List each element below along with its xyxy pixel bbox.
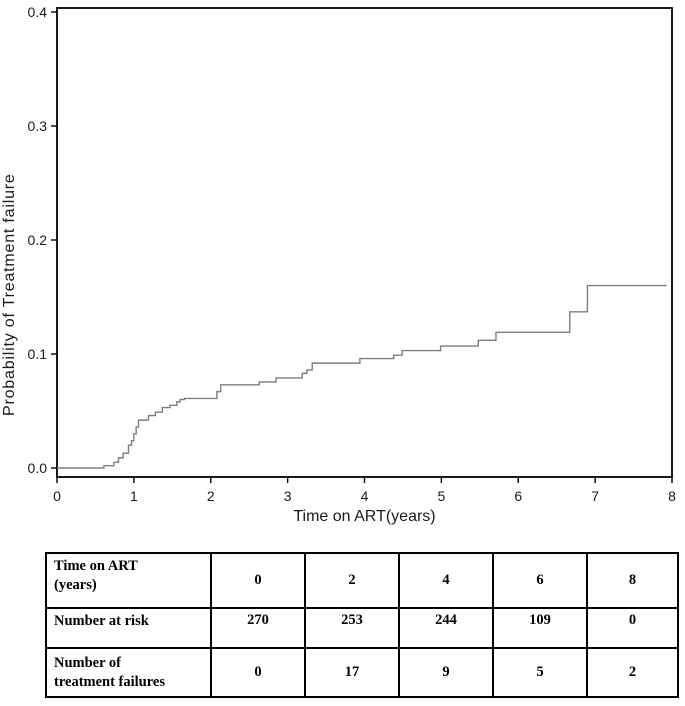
cell-fail-4: 9	[398, 647, 494, 698]
x-tick-label: 8	[668, 488, 676, 504]
x-tick-label: 1	[130, 488, 138, 504]
cell-risk-4: 244	[398, 607, 494, 649]
x-tick-label: 4	[361, 488, 369, 504]
x-tick-label: 6	[514, 488, 522, 504]
x-tick-label: 2	[207, 488, 215, 504]
row-header-number-at-risk: Number at risk	[45, 607, 212, 649]
row-header-treatment-failures: Number of treatment failures	[45, 647, 212, 698]
cell-fail-0: 0	[210, 647, 306, 698]
cell-time-8: 8	[586, 552, 679, 609]
cell-risk-2: 253	[304, 607, 400, 649]
cell-time-6: 6	[492, 552, 588, 609]
y-axis-title: Probability of Treatment failure	[1, 173, 18, 416]
cell-time-2: 2	[304, 552, 400, 609]
x-tick-label: 7	[591, 488, 599, 504]
cell-fail-8: 2	[586, 647, 679, 698]
risk-table: Time on ART (years) 0 2 4 6 8 Number at …	[45, 552, 679, 698]
x-axis-title: Time on ART(years)	[293, 508, 436, 525]
x-tick-label: 5	[437, 488, 445, 504]
cell-time-0: 0	[210, 552, 306, 609]
km-curve	[57, 284, 667, 469]
y-tick-label: 0.1	[28, 346, 48, 362]
plot-border	[56, 7, 673, 478]
x-tick-label: 0	[53, 488, 61, 504]
y-tick-label: 0.3	[28, 118, 48, 134]
table-row-number-at-risk: Number at risk 270 253 244 109 0	[45, 607, 679, 649]
cell-risk-8: 0	[586, 607, 679, 649]
km-plot-svg: 0 1 2 3 4 5 6 7 8 0.0 0.1 0.2 0.3 0.4	[28, 4, 677, 504]
row-header-time-on-art: Time on ART (years)	[45, 552, 212, 609]
cell-risk-0: 270	[210, 607, 306, 649]
cell-fail-2: 17	[304, 647, 400, 698]
cell-risk-6: 109	[492, 607, 588, 649]
y-tick-label: 0.0	[28, 460, 48, 476]
x-tick-label: 3	[284, 488, 292, 504]
cell-fail-6: 5	[492, 647, 588, 698]
y-tick-label: 0.2	[28, 232, 48, 248]
table-row-time-on-art: Time on ART (years) 0 2 4 6 8	[45, 552, 679, 609]
table-row-treatment-failures: Number of treatment failures 0 17 9 5 2	[45, 647, 679, 698]
y-tick-label: 0.4	[28, 4, 48, 20]
cell-time-4: 4	[398, 552, 494, 609]
